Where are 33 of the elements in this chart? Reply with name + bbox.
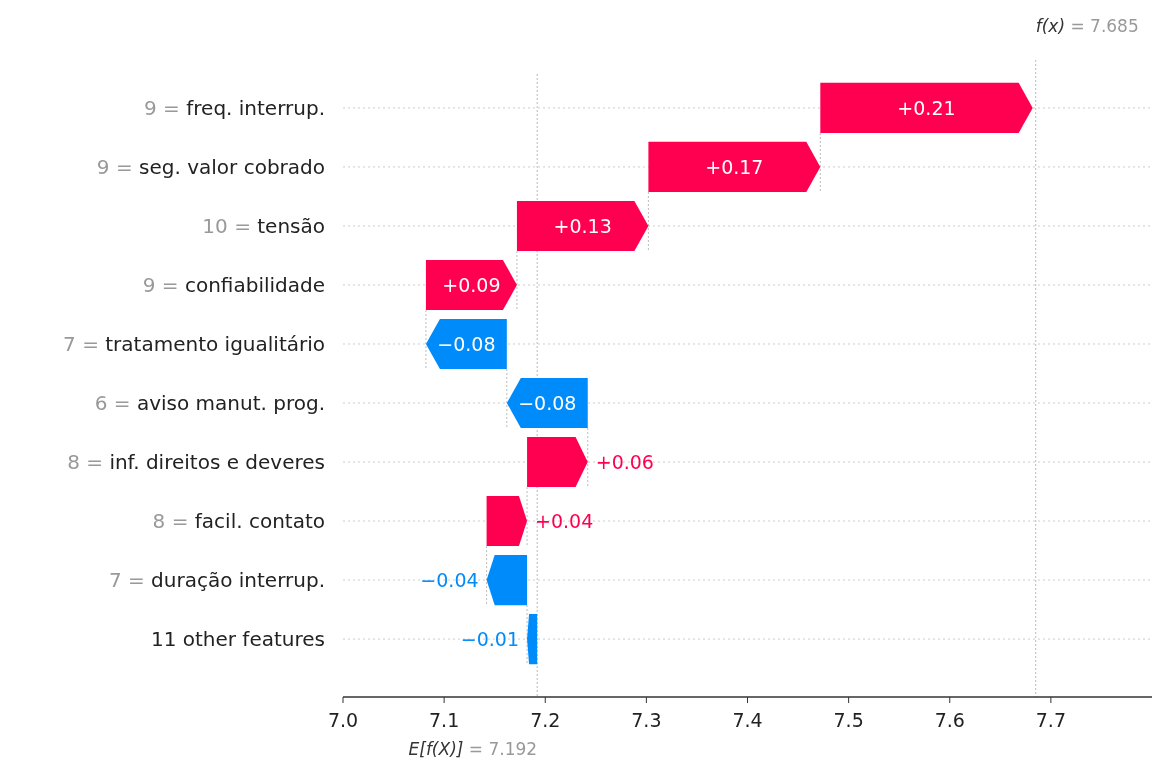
y-tick-label: 9 = confiabilidade	[142, 272, 325, 297]
x-tick-label: 7.4	[732, 709, 763, 731]
data-label: −0.04	[420, 569, 479, 592]
y-tick-label: 7 = duração interrup.	[108, 568, 325, 593]
y-tick-label: 11 other features	[150, 627, 325, 652]
data-label: +0.04	[535, 510, 594, 533]
y-tick-label: 6 = aviso manut. prog.	[94, 391, 325, 416]
bar	[648, 141, 821, 193]
x-tick-label: 7.0	[327, 709, 359, 731]
data-label: −0.08	[518, 392, 577, 415]
x-tick-label: 7.1	[429, 709, 460, 731]
y-tick-label: 8 = facil. contato	[152, 509, 325, 534]
data-label: +0.09	[442, 273, 501, 296]
data-label: +0.06	[595, 451, 654, 474]
x-tick-label: 7.3	[631, 709, 662, 731]
ref-line-label: E[f(X)] = 7.192	[408, 739, 538, 759]
y-tick-label: 8 = inf. direitos e deveres	[67, 450, 325, 475]
data-label: +0.13	[553, 214, 612, 237]
data-label: +0.17	[705, 155, 764, 178]
data-label: +0.21	[897, 96, 956, 119]
y-tick-label: 9 = seg. valor cobrado	[96, 154, 325, 179]
x-tick-label: 7.2	[530, 709, 561, 731]
y-tick-label: 9 = freq. interrup.	[144, 95, 325, 120]
bar	[516, 200, 649, 252]
ref-line-label: f(x) = 7.685	[1035, 16, 1139, 36]
x-tick-label: 7.7	[1035, 709, 1066, 731]
y-tick-label: 7 = tratamento igualitário	[63, 331, 325, 356]
data-label: −0.01	[460, 628, 520, 651]
y-tick-label: 10 = tensão	[202, 213, 325, 238]
x-tick-label: 7.5	[833, 709, 864, 731]
x-tick-label: 7.6	[934, 709, 965, 731]
data-label: −0.08	[437, 332, 496, 355]
bar	[820, 82, 1033, 134]
